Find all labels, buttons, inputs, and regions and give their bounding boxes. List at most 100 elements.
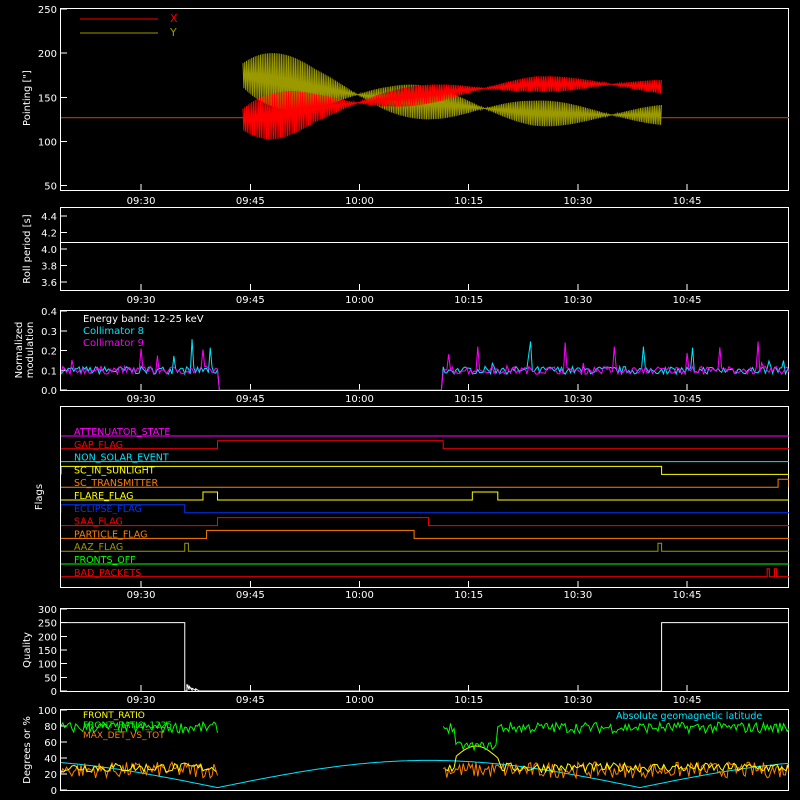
roll-xtick-label: 10:15 [454,295,483,306]
ratios-series-front-ratio [61,745,789,774]
ratios-ytick-label: 60 [44,738,57,749]
pointing-ytick-label: 100 [38,137,57,148]
ratios-series-max-det [61,760,789,780]
legend-label-front-ratio: FRONT_RATIO [83,711,145,721]
modulation-axes [60,310,789,391]
flags-xtick-label: 10:45 [673,590,702,601]
flag-line-aaz-flag [61,542,789,552]
legend-label-collimator-8: Collimator 8 [83,326,144,337]
legend-label-y: Y [169,26,177,39]
roll-xtick-label: 10:45 [673,295,702,306]
modulation-legend: Energy band: 12-25 keV Collimator 8 Coll… [83,314,204,349]
modulation-series-collimator-9 [61,341,789,390]
pointing-ylabel: Pointing ["] [22,70,33,126]
pointing-ytick-label: 200 [38,49,57,60]
modulation-ytick-label: 0.1 [41,366,57,377]
quality-ytick-label: 50 [44,673,57,684]
modulation-series-collimator-8 [61,339,789,390]
pointing-panel: Pointing ["] 50 100 150 200 250 09:30 09:45 10:… [22,5,789,207]
flag-label-aaz-flag: AAZ_FLAG [74,542,123,553]
modulation-xtick-label: 09:30 [127,394,156,405]
roll-ytick-label: 3.8 [41,261,57,272]
pointing-axes [60,8,789,191]
flags-xtick-label: 09:45 [236,590,265,601]
quality-ylabel: Quality [22,632,33,668]
roll-xtick-label: 10:30 [563,295,592,306]
ratios-series-geomag-lat [61,759,789,789]
ratios-legend: FRONT_RATIO FRONT_RATIO_1225 MAX_DET_VS_… [83,711,762,741]
flag-line-bad-packets [61,568,789,578]
modulation-xtick-label: 09:45 [236,394,265,405]
quality-xtick-label: 10:00 [345,695,374,706]
modulation-xtick-label: 10:30 [563,394,592,405]
roll-xtick-label: 10:00 [345,295,374,306]
flags-xtick-label: 10:15 [454,590,483,601]
flag-label-non-solar-event: NON_SOLAR_EVENT [74,453,169,464]
quality-ytick-label: 0 [51,687,57,698]
pointing-xtick-label: 09:45 [236,196,265,207]
flag-line-sc-in-sunlight [61,465,789,475]
pointing-ytick-label: 150 [38,93,57,104]
flags-ylabel: Flags [34,484,45,510]
flag-label-sc-transmitter: SC_TRANSMITTER [74,478,159,489]
flags-xtick-label: 10:00 [345,590,374,601]
roll-panel: Roll period [s] 3.6 3.8 4.0 4.2 4.4 09:30 09:4… [22,207,789,306]
ratios-panel: Degrees or % 0 20 40 60 80 100 FRONT_RATIO FR… [22,706,789,797]
pointing-xtick-label: 10:00 [345,196,374,207]
ratios-ylabel: Degrees or % [22,716,33,784]
legend-label-collimator-9: Collimator 9 [83,338,144,349]
ratios-axes [60,709,789,791]
quality-xtick-label: 10:45 [673,695,702,706]
legend-label-max-det: MAX_DET_VS_TOT [83,731,165,741]
flag-line-saa-flag [61,517,789,527]
pointing-xtick-label: 10:30 [563,196,592,207]
energy-band-label: Energy band: 12-25 keV [83,314,204,325]
pointing-ytick-label: 50 [44,182,57,193]
modulation-ytick-label: 0.4 [41,307,57,318]
flag-label-gap-flag: GAP_FLAG [74,440,123,451]
modulation-panel: Normalized modulation 0.0 0.1 0.2 0.3 0.4 09:… [14,307,789,405]
ratios-ytick-label: 100 [38,706,57,717]
flag-label-sc-in-sunlight: SC_IN_SUNLIGHT [74,465,155,476]
flag-line-gap-flag [61,440,789,450]
quality-xtick-label: 10:15 [454,695,483,706]
roll-xtick-label: 09:45 [236,295,265,306]
flag-line-flare-flag [61,491,789,501]
roll-xtick-label: 09:30 [127,295,156,306]
quality-xtick-label: 09:45 [236,695,265,706]
modulation-xtick-label: 10:00 [345,394,374,405]
pointing-series-y [242,53,662,127]
legend-label-x: X [170,12,178,25]
modulation-ytick-label: 0.3 [41,327,57,338]
roll-ytick-label: 4.4 [41,212,57,223]
pointing-xtick-label: 10:15 [454,196,483,207]
ratios-ytick-label: 40 [44,754,57,765]
quality-ytick-label: 200 [38,632,57,643]
legend-label-geomag-lat: Absolute geomagnetic latitude [616,711,762,722]
flags-panel: Flags 09:30 09:45 10:00 10:15 10:30 10:45 ATT… [34,406,789,601]
pointing-xtick-label: 10:45 [673,196,702,207]
quality-xtick-label: 10:30 [563,695,592,706]
ratios-series-front-ratio-1225 [61,720,789,752]
flag-label-fronts-off: FRONTS_OFF [74,555,136,566]
roll-ytick-label: 3.6 [41,278,57,289]
modulation-ylabel-2: modulation [25,322,36,379]
roll-axes [60,207,789,291]
modulation-ylabel-1: Normalized [14,322,25,379]
quality-ytick-label: 150 [38,646,57,657]
flag-label-particle-flag: PARTICLE_FLAG [74,529,147,540]
flags-axes [60,406,789,588]
flag-line-eclipse-flag [61,504,789,514]
flag-label-attenuator-state: ATTENUATOR_STATE [74,427,170,438]
quality-panel: Quality 0 50 100 150 200 250 300 09:30 09:45 10:0… [22,605,789,706]
roll-ylabel: Roll period [s] [22,214,33,283]
quality-xtick-label: 09:30 [127,695,156,706]
flags-xtick-label: 09:30 [127,590,156,601]
modulation-ytick-label: 0.0 [41,386,57,397]
roll-ytick-label: 4.0 [41,245,57,256]
pointing-series-x [242,76,662,140]
legend-label-front-ratio-1225: FRONT_RATIO_1225 [83,721,172,731]
quality-axes [60,608,789,692]
flag-label-bad-packets: BAD_PACKETS [74,568,141,579]
